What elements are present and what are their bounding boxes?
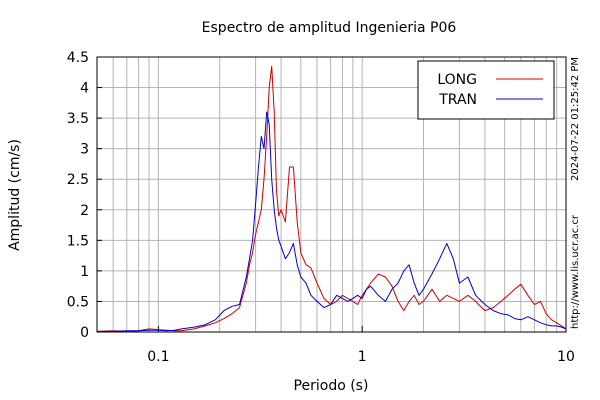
y-tick-label: 2.5 xyxy=(67,172,89,188)
y-tick-label: 1 xyxy=(80,264,89,280)
series-lines xyxy=(96,65,567,332)
x-tick-label: 10 xyxy=(557,349,575,365)
y-tick-label: 4 xyxy=(80,81,89,97)
y-tick-label: 0 xyxy=(80,325,89,341)
series-line-tran xyxy=(97,111,567,332)
axis-ticks: 0 0.5 1 1.5 2 2.5 3 3.5 4 4.5 0.1 1 10 xyxy=(67,50,575,365)
plot-frame xyxy=(96,56,567,333)
y-tick-label: 2 xyxy=(80,203,89,219)
source-url-label: http://www.lis.ucr.ac.cr xyxy=(570,214,581,329)
legend-label-long: LONG xyxy=(437,72,477,88)
legend: LONG TRAN xyxy=(417,60,555,120)
y-tick-label: 0.5 xyxy=(67,294,89,310)
x-tick-label: 1 xyxy=(358,349,367,365)
legend-label-tran: TRAN xyxy=(438,92,477,108)
y-tick-label: 1.5 xyxy=(67,233,89,249)
chart-title: Espectro de amplitud Ingenieria P06 xyxy=(202,20,457,36)
legend-box xyxy=(417,60,555,120)
y-axis-label: Amplitud (cm/s) xyxy=(7,139,23,251)
y-tick-label: 4.5 xyxy=(67,50,89,66)
timestamp-label: 2024-07-22 01:25:42 PM xyxy=(570,57,581,181)
x-tick-label: 0.1 xyxy=(147,349,169,365)
x-axis-label: Periodo (s) xyxy=(294,378,369,394)
y-tick-label: 3 xyxy=(80,142,89,158)
y-tick-label: 3.5 xyxy=(67,111,89,127)
